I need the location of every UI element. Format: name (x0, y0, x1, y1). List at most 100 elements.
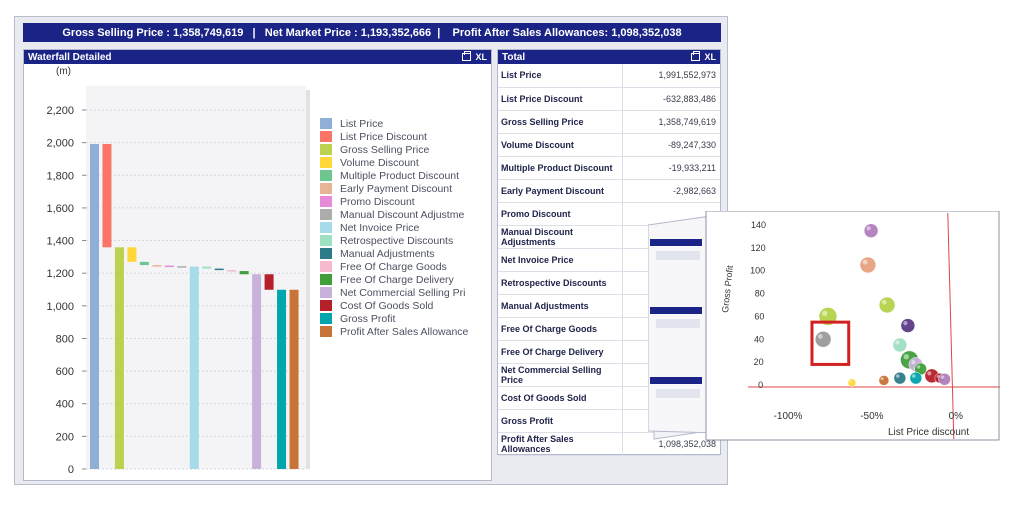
scatter-y-tick: 40 (754, 334, 764, 344)
row-label: List Price (498, 64, 623, 88)
legend-label: Retrospective Discounts (340, 234, 454, 247)
bubble-highlight (940, 375, 945, 379)
row-value: -2,982,663 (622, 179, 720, 203)
row-label: Volume Discount (498, 133, 623, 157)
scatter-page (705, 211, 1000, 441)
bubble-highlight (916, 365, 921, 369)
row-label: Free Of Charge Goods (498, 317, 623, 341)
bubble-highlight (862, 259, 868, 265)
scatter-bubble[interactable] (859, 256, 877, 274)
chart-legend: List Price List Price Discount Gross Selli… (320, 117, 468, 338)
excel-export-button[interactable]: XL (704, 52, 716, 62)
waterfall-bar[interactable] (139, 261, 149, 266)
legend-item[interactable]: Early Payment Discount (320, 182, 468, 195)
legend-item[interactable]: Volume Discount (320, 156, 468, 169)
waterfall-bar[interactable] (152, 265, 162, 267)
table-row[interactable]: Multiple Product Discount -19,933,211 (498, 156, 720, 180)
scatter-y-tick: 20 (754, 357, 764, 367)
legend-item[interactable]: Profit After Sales Allowance (320, 325, 468, 338)
waterfall-bar[interactable] (127, 247, 137, 262)
legend-swatch (320, 222, 332, 233)
print-icon[interactable] (462, 51, 472, 61)
waterfall-bar[interactable] (114, 247, 124, 469)
waterfall-panel-header: Waterfall Detailed XL (24, 50, 491, 64)
waterfall-bar[interactable] (227, 270, 237, 272)
scatter-bubble[interactable] (938, 373, 951, 386)
y-tick-label: 600 (56, 366, 74, 378)
legend-label: Promo Discount (340, 195, 415, 208)
table-row[interactable]: Profit After Sales Allowances 1,098,352,0… (498, 432, 720, 456)
legend-item[interactable]: Net Invoice Price (320, 221, 468, 234)
legend-item[interactable]: List Price (320, 117, 468, 130)
y-tick-label: 2,200 (46, 105, 74, 117)
bubble-highlight (866, 226, 871, 231)
legend-label: List Price (340, 117, 384, 130)
legend-label: Volume Discount (340, 156, 419, 169)
legend-item[interactable]: List Price Discount (320, 130, 468, 143)
waterfall-bar[interactable] (202, 266, 212, 269)
legend-label: Manual Discount Adjustme (340, 208, 465, 221)
table-row[interactable]: List Price 1,991,552,973 (498, 64, 720, 88)
waterfall-bar[interactable] (277, 289, 287, 469)
print-icon[interactable] (691, 51, 701, 61)
row-label: Early Payment Discount (498, 179, 623, 203)
legend-item[interactable]: Gross Selling Price (320, 143, 468, 156)
legend-item[interactable]: Free Of Charge Goods (320, 260, 468, 273)
bubble-highlight (927, 371, 932, 376)
legend-item[interactable]: Manual Adjustments (320, 247, 468, 260)
legend-item[interactable]: Gross Profit (320, 312, 468, 325)
stacked-page-row (656, 319, 700, 328)
scatter-bubble[interactable] (893, 371, 907, 385)
scatter-bubble[interactable] (814, 331, 832, 348)
waterfall-bar[interactable] (264, 274, 274, 290)
legend-item[interactable]: Cost Of Goods Sold (320, 299, 468, 312)
scatter-bubble[interactable] (909, 371, 923, 385)
legend-item[interactable]: Net Commercial Selling Pri (320, 286, 468, 299)
row-value: 1,358,749,619 (622, 110, 720, 134)
legend-item[interactable]: Promo Discount (320, 195, 468, 208)
legend-label: Manual Adjustments (340, 247, 435, 260)
legend-item[interactable]: Multiple Product Discount (320, 169, 468, 182)
table-row[interactable]: List Price Discount -632,883,486 (498, 87, 720, 111)
legend-label: Early Payment Discount (340, 182, 453, 195)
legend-swatch (320, 183, 332, 194)
scatter-bubble[interactable] (878, 296, 896, 314)
legend-item[interactable]: Retrospective Discounts (320, 234, 468, 247)
legend-item[interactable]: Free Of Charge Delivery (320, 273, 468, 286)
waterfall-bar[interactable] (177, 266, 187, 268)
scatter-y-tick: 60 (754, 311, 764, 321)
table-row[interactable]: Gross Selling Price 1,358,749,619 (498, 110, 720, 134)
legend-label: Net Commercial Selling Pri (340, 286, 466, 299)
excel-export-button[interactable]: XL (475, 52, 487, 62)
y-axis-line (947, 212, 955, 440)
scatter-overlay: 140 120 100 80 60 40 20 0 Gross Profit -100% -50% 0… (648, 211, 1000, 441)
y-tick-label: 1,600 (46, 203, 74, 215)
waterfall-bar[interactable] (239, 271, 249, 275)
waterfall-bar[interactable] (90, 144, 99, 469)
scatter-bubble[interactable] (878, 375, 890, 386)
row-label: Manual Adjustments (498, 294, 623, 318)
table-row[interactable]: Promo Discount (498, 202, 720, 226)
legend-item[interactable]: Manual Discount Adjustme (320, 208, 468, 221)
waterfall-bar[interactable] (289, 289, 299, 469)
legend-swatch (320, 287, 332, 298)
scatter-x-tick: -50% (860, 411, 883, 422)
waterfall-bar[interactable] (189, 266, 199, 469)
plot-shadow (306, 90, 310, 469)
waterfall-bar[interactable] (164, 265, 174, 268)
waterfall-bar[interactable] (102, 144, 112, 248)
legend-swatch (320, 300, 332, 311)
row-value: -19,933,211 (622, 156, 720, 180)
legend-label: Multiple Product Discount (340, 169, 460, 182)
y-tick-label: 800 (56, 333, 74, 345)
legend-label: Net Invoice Price (340, 221, 420, 234)
waterfall-bar[interactable] (214, 268, 224, 271)
row-label: Free Of Charge Delivery (498, 340, 623, 364)
table-row[interactable]: Volume Discount -89,247,330 (498, 133, 720, 157)
scatter-bubble[interactable] (847, 378, 857, 387)
scatter-bubble[interactable] (892, 337, 908, 353)
scatter-bubble[interactable] (863, 223, 879, 238)
waterfall-bar[interactable] (252, 274, 262, 469)
scatter-bubble[interactable] (900, 318, 916, 333)
table-row[interactable]: Early Payment Discount -2,982,663 (498, 179, 720, 203)
